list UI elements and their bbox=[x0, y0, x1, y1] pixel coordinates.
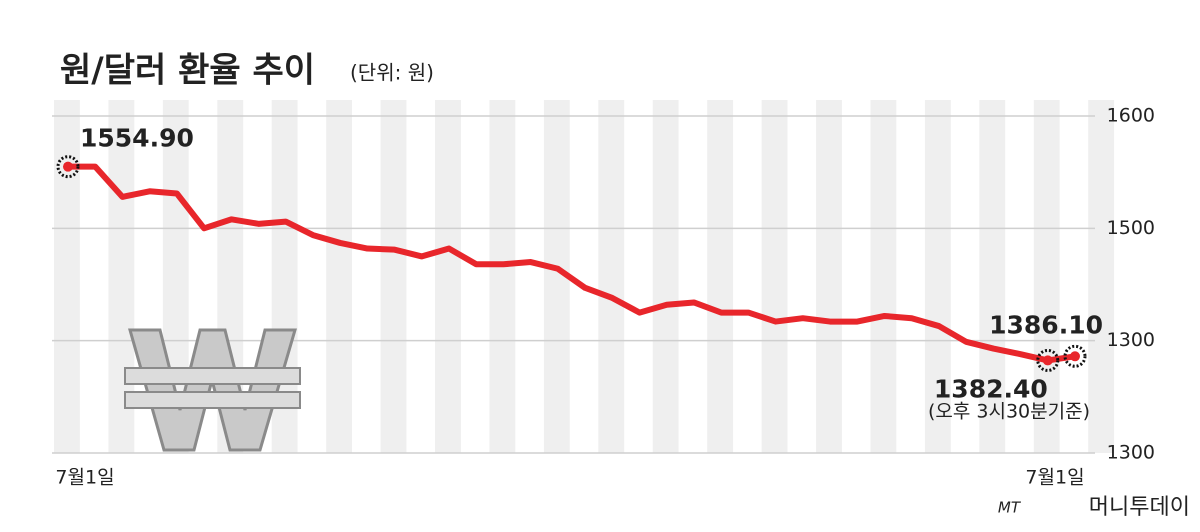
stripe bbox=[652, 100, 679, 453]
y-tick-label: 1300 bbox=[1107, 442, 1155, 464]
chart-subtitle: (단위: 원) bbox=[350, 61, 434, 85]
x-tick-label: 7월1일 bbox=[1025, 467, 1084, 489]
line bbox=[68, 163, 1076, 364]
data-label: 1554.90 bbox=[80, 124, 194, 153]
y-tick-label: 1500 bbox=[1107, 217, 1155, 239]
point-dot bbox=[1070, 351, 1080, 362]
y-tick-label: 1300 bbox=[1107, 329, 1155, 351]
stripe bbox=[870, 100, 897, 453]
point-marker bbox=[56, 155, 80, 179]
stripe bbox=[816, 100, 842, 453]
stripe bbox=[761, 100, 788, 453]
point-dot bbox=[63, 161, 73, 172]
stripe bbox=[979, 100, 1006, 453]
stripe bbox=[598, 100, 625, 453]
annotation: (오후 3시30분기준) bbox=[928, 401, 1090, 423]
stripe bbox=[435, 100, 461, 453]
stripe bbox=[924, 100, 951, 453]
stripe bbox=[380, 100, 407, 453]
stripe bbox=[54, 100, 80, 453]
stripe bbox=[489, 100, 516, 453]
stripe bbox=[707, 100, 734, 453]
won-symbol bbox=[124, 328, 301, 452]
point-dot bbox=[1042, 355, 1053, 366]
source: 머니투데이 bbox=[1089, 495, 1190, 520]
stripe bbox=[326, 100, 353, 453]
stripe bbox=[1033, 100, 1060, 453]
data-label: 1386.10 bbox=[989, 310, 1103, 339]
chart-title: 원/달러 환율 추이 bbox=[60, 51, 315, 91]
source-logo: MT bbox=[998, 499, 1022, 517]
y-tick-label: 1600 bbox=[1107, 105, 1155, 127]
stripe bbox=[1088, 100, 1115, 453]
point-marker bbox=[1036, 348, 1060, 372]
point-marker bbox=[1063, 344, 1087, 368]
x-tick-label: 7월1일 bbox=[55, 467, 114, 489]
data-label: 1382.40 bbox=[934, 374, 1048, 403]
